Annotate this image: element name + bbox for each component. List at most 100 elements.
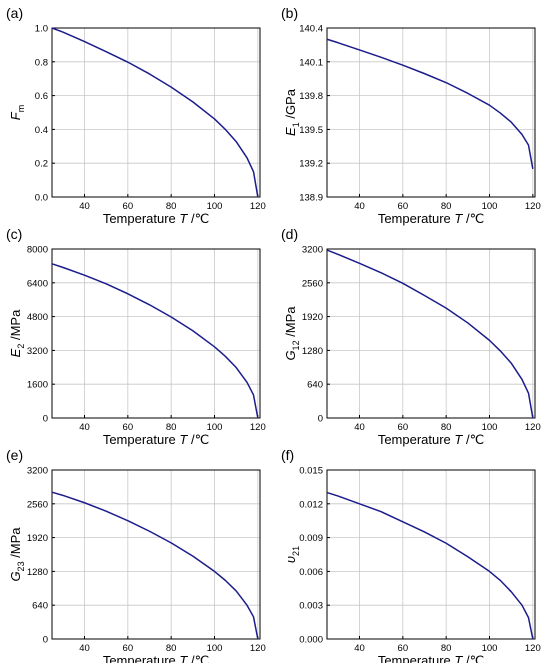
y-tick-label: 139.8 — [299, 91, 323, 102]
panel-label: (c) — [6, 226, 23, 242]
y-tick-label: 139.5 — [299, 125, 323, 136]
plot-frame — [326, 248, 536, 419]
y-axis-label: G12 /MPa — [283, 306, 301, 361]
chart-e: 40 60 80 100 120 0 640 1280 1920 2560 3200 Temperat… — [8, 466, 266, 663]
chart-a: 40 60 80 100 120 0.0 0.2 0.4 0.6 0.8 1.0 Temperatur… — [8, 24, 266, 227]
x-tick-label: 80 — [166, 201, 177, 212]
y-tick-label: 640 — [32, 601, 48, 612]
x-tick-label: 100 — [482, 201, 498, 212]
x-tick-label: 120 — [250, 201, 266, 212]
x-tick-label: 100 — [482, 422, 498, 433]
y-tick-label: 0.0 — [35, 193, 48, 204]
series-line — [326, 491, 534, 640]
x-tick-label: 80 — [441, 422, 452, 433]
x-tick-label: 60 — [398, 201, 409, 212]
x-tick-label: 40 — [79, 422, 90, 433]
x-axis-label: Temperature T /℃ — [378, 653, 484, 663]
x-axis-label: Temperature T /℃ — [103, 211, 209, 226]
y-tick-label: 0.015 — [299, 466, 323, 477]
series-line — [51, 491, 259, 640]
y-tick-label: 1920 — [27, 533, 48, 544]
series-line — [51, 263, 259, 419]
x-tick-label: 40 — [354, 643, 365, 654]
plot-frame — [326, 469, 536, 640]
y-tick-label: 0 — [43, 414, 48, 425]
series-line — [326, 38, 534, 169]
x-tick-label: 80 — [441, 643, 452, 654]
y-tick-label: 640 — [307, 380, 323, 391]
chart-b: 40 60 80 100 120 138.9 139.2 139.5 139.8 140.1 140… — [283, 24, 541, 227]
y-tick-label: 0.003 — [299, 601, 323, 612]
x-axis-label: Temperature T /℃ — [378, 211, 484, 226]
y-tick-label: 1280 — [27, 567, 48, 578]
x-tick-label: 120 — [525, 201, 541, 212]
x-tick-label: 120 — [525, 422, 541, 433]
x-tick-label: 100 — [207, 201, 223, 212]
y-tick-label: 1.0 — [35, 24, 48, 35]
y-tick-label: 3200 — [27, 466, 48, 477]
y-axis-label: E1 /GPa — [283, 88, 301, 136]
y-tick-label: 1600 — [27, 380, 48, 391]
x-tick-label: 60 — [123, 201, 134, 212]
series-line — [51, 27, 259, 198]
x-tick-label: 40 — [354, 422, 365, 433]
x-tick-label: 40 — [354, 201, 365, 212]
x-tick-label: 120 — [250, 643, 266, 654]
grid — [327, 27, 535, 198]
y-tick-label: 8000 — [27, 245, 48, 256]
panel-e: 40 60 80 100 120 0 640 1280 1920 2560 3200 Temperat… — [0, 442, 275, 663]
y-tick-label: 3200 — [27, 346, 48, 357]
panel-a: 40 60 80 100 120 0.0 0.2 0.4 0.6 0.8 1.0 Temperatur… — [0, 0, 275, 227]
grid — [327, 248, 535, 419]
y-tick-label: 4800 — [27, 312, 48, 323]
grid — [327, 469, 535, 640]
y-tick-label: 0.009 — [299, 533, 323, 544]
y-axis-label: E2 /MPa — [8, 309, 26, 357]
y-tick-label: 140.4 — [299, 24, 323, 35]
panel-label: (b) — [281, 5, 299, 21]
panel-d: 40 60 80 100 120 0 640 1280 1920 2560 3200 Temperat… — [275, 221, 550, 447]
y-tick-label: 0.6 — [35, 91, 48, 102]
y-tick-label: 139.2 — [299, 159, 323, 170]
y-tick-label: 0.006 — [299, 567, 323, 578]
y-tick-label: 2560 — [27, 499, 48, 510]
panel-b: 40 60 80 100 120 138.9 139.2 139.5 139.8 140.1 140… — [275, 0, 550, 227]
x-tick-label: 60 — [123, 422, 134, 433]
x-tick-label: 120 — [525, 643, 541, 654]
y-axis-label: Fm — [8, 105, 26, 120]
panel-label: (f) — [281, 447, 295, 463]
y-axis-label: G23 /MPa — [8, 527, 26, 582]
y-tick-label: 0 — [318, 414, 323, 425]
y-tick-label: 0.012 — [299, 499, 323, 510]
plot-frame — [51, 27, 261, 198]
x-tick-label: 40 — [79, 643, 90, 654]
y-tick-label: 140.1 — [299, 57, 323, 68]
x-tick-label: 100 — [482, 643, 498, 654]
panel-label: (e) — [6, 447, 24, 463]
y-tick-label: 2560 — [302, 278, 323, 289]
x-tick-label: 60 — [398, 422, 409, 433]
plot-frame — [51, 469, 261, 640]
chart-f: 40 60 80 100 120 0.000 0.003 0.006 0.009 0.012 0.0… — [283, 466, 541, 663]
y-tick-label: 1280 — [302, 346, 323, 357]
y-tick-label: 0.000 — [299, 635, 323, 646]
x-axis-label: Temperature T /℃ — [378, 432, 484, 447]
y-tick-label: 0.8 — [35, 57, 48, 68]
y-axis-label: υ21 — [283, 546, 301, 563]
y-tick-label: 1920 — [302, 312, 323, 323]
y-tick-label: 0.2 — [35, 159, 48, 170]
y-tick-label: 138.9 — [299, 193, 323, 204]
x-tick-label: 80 — [441, 201, 452, 212]
y-tick-label: 0.4 — [35, 125, 48, 136]
x-tick-label: 120 — [250, 422, 266, 433]
panel-label: (d) — [281, 226, 299, 242]
x-tick-label: 80 — [166, 422, 177, 433]
panel-c: 40 60 80 100 120 0 1600 3200 4800 6400 8000 Tempera… — [0, 221, 275, 447]
x-tick-label: 100 — [207, 422, 223, 433]
y-tick-label: 6400 — [27, 278, 48, 289]
x-tick-label: 60 — [398, 643, 409, 654]
series-line — [326, 249, 534, 419]
panel-f: 40 60 80 100 120 0.000 0.003 0.006 0.009 0.012 0.0… — [275, 442, 550, 663]
x-tick-label: 40 — [79, 201, 90, 212]
